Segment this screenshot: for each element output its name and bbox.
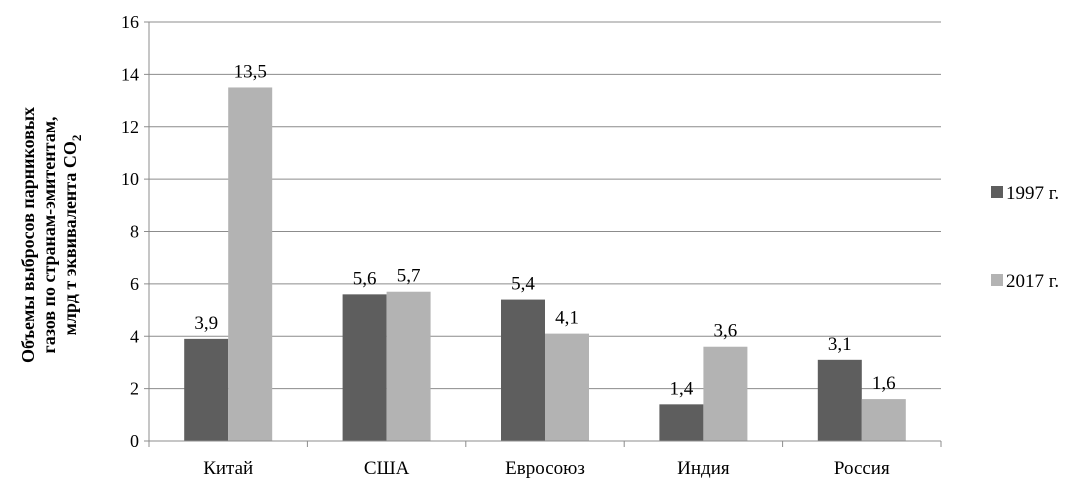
legend-swatch-2017 (991, 274, 1003, 286)
y-axis-title-subscript: 2 (69, 135, 84, 142)
x-tick-label: США (364, 458, 410, 479)
data-label: 5,7 (397, 266, 421, 287)
bars (184, 87, 906, 441)
y-tick-label: 12 (121, 117, 139, 137)
y-axis-title-line-2: газов по странам-эмитентам, (39, 117, 59, 354)
y-axis-title-line-1: Объемы выбросов парниковых (18, 107, 38, 363)
bar-2017 (386, 291, 431, 441)
data-labels: 3,9 13,5 5,6 5,7 5,4 4,1 1,4 3,6 3,1 1,6 (194, 61, 895, 399)
x-tick-label: Китай (203, 458, 253, 479)
data-label: 5,4 (511, 274, 535, 295)
legend: 1997 г. 2017 г. (991, 183, 1059, 292)
x-tick-label: Индия (677, 458, 730, 479)
bar-2017 (861, 399, 906, 441)
axes (144, 21, 942, 447)
y-tick-label: 4 (130, 326, 139, 346)
bar-2017 (545, 333, 589, 441)
y-tick-labels: 0 2 4 6 8 10 12 14 16 (121, 12, 139, 451)
y-axis-title-line-3-text: млрд т эквивалента CO (60, 141, 80, 335)
legend-swatch-1997 (991, 186, 1003, 198)
y-axis-title-line-3: млрд т эквивалента CO2 (60, 135, 84, 336)
x-tick-labels: Китай США Евросоюз Индия Россия (203, 458, 890, 479)
data-label: 3,6 (714, 321, 738, 342)
data-label: 13,5 (234, 61, 267, 82)
bar-1997 (659, 404, 704, 441)
data-label: 3,9 (194, 313, 218, 334)
data-label: 3,1 (828, 334, 852, 355)
bar-2017 (228, 87, 273, 441)
y-tick-label: 16 (121, 12, 139, 32)
bar-1997 (342, 294, 387, 441)
y-axis-title: Объемы выбросов парниковых газов по стра… (18, 107, 84, 363)
y-tick-label: 8 (130, 222, 139, 242)
data-label: 5,6 (353, 268, 377, 289)
x-tick-label: Россия (834, 458, 890, 479)
data-label: 1,4 (670, 378, 694, 399)
x-tick-label: Евросоюз (505, 458, 585, 479)
y-tick-label: 10 (121, 169, 139, 189)
bar-2017 (703, 346, 748, 441)
bar-1997 (184, 338, 229, 441)
data-label: 1,6 (872, 373, 896, 394)
legend-label-2017: 2017 г. (1006, 271, 1059, 292)
gridlines (149, 21, 941, 390)
bar-1997 (501, 299, 545, 441)
y-tick-label: 14 (121, 64, 139, 84)
legend-label-1997: 1997 г. (1006, 183, 1059, 204)
y-tick-label: 6 (130, 274, 139, 294)
y-tick-label: 0 (130, 431, 139, 451)
data-label: 4,1 (555, 308, 579, 329)
bar-1997 (817, 359, 862, 441)
y-tick-label: 2 (130, 379, 139, 399)
